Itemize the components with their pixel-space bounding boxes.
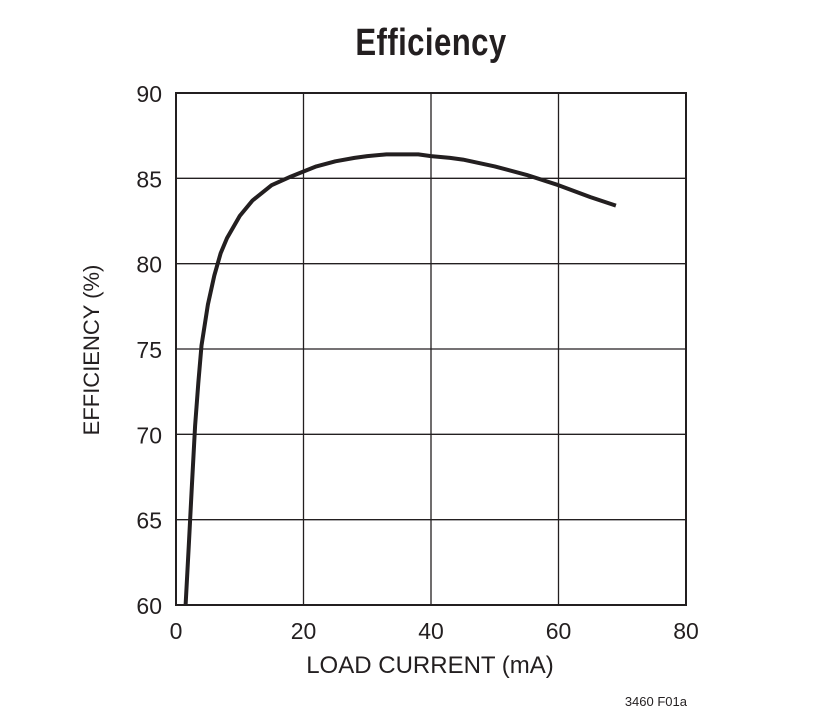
y-tick-label-60: 60 [136, 593, 162, 619]
x-tick-label-60: 60 [546, 618, 572, 644]
x-tick-label-20: 20 [291, 618, 317, 644]
x-tick-label-40: 40 [418, 618, 444, 644]
tick-labels: 0 20 40 60 80 60 65 70 75 80 85 90 [136, 81, 698, 644]
figure-code: 3460 F01a [624, 694, 687, 709]
y-tick-label-70: 70 [136, 422, 162, 448]
grid [176, 93, 686, 605]
y-tick-label-75: 75 [136, 337, 162, 363]
efficiency-series-line [183, 152, 617, 606]
chart-title: Efficiency [355, 22, 507, 64]
y-tick-label-90: 90 [136, 81, 162, 107]
y-tick-label-65: 65 [136, 508, 162, 534]
x-tick-label-0: 0 [170, 618, 183, 644]
x-tick-label-80: 80 [673, 618, 699, 644]
series-layer [183, 152, 617, 606]
y-tick-label-80: 80 [136, 252, 162, 278]
y-tick-label-85: 85 [136, 166, 162, 192]
x-axis-label: LOAD CURRENT (mA) [306, 652, 554, 679]
plot-frame [175, 92, 687, 606]
